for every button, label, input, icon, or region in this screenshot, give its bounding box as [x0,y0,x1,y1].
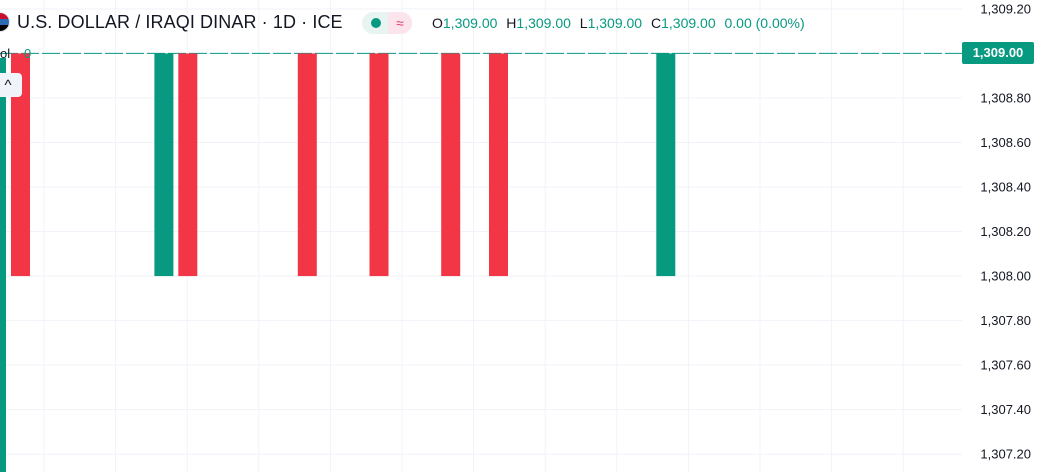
price-axis-tick-label: 1,309.20 [980,1,1031,16]
open-value: 1,309.00 [442,15,498,31]
chevron-up-icon: ^ [4,77,12,94]
candle-up [154,53,174,277]
left-volume-bar [0,58,6,472]
candle-down [297,53,317,277]
low-label: L [579,15,588,31]
candle-down [178,53,198,277]
high-label: H [506,15,517,31]
symbol-title[interactable]: U.S. DOLLAR / IRAQI DINAR · 1D · ICE [17,12,343,32]
current-price-badge: 1,309.00 [962,42,1034,65]
price-axis-tick-label: 1,308.60 [980,135,1031,150]
candle-down [441,53,461,277]
price-axis[interactable]: 1,309.201,309.001,308.801,308.601,308.40… [980,1,1031,461]
low-value: 1,309.00 [587,15,643,31]
delayed-data-icon: ≈ [388,12,412,34]
candle-up [656,53,676,277]
price-axis-tick-label: 1,307.60 [980,358,1031,373]
open-label: O [432,15,443,31]
candles [11,53,676,277]
market-status-pill[interactable]: ≈ [362,12,412,34]
price-axis-tick-label: 1,308.80 [980,90,1031,105]
close-value: 1,309.00 [661,15,716,31]
volume-label: ol [0,46,11,61]
price-axis-tick-label: 1,307.20 [980,447,1031,462]
close-label: C [650,15,662,31]
chart-legend: U.S. DOLLAR / IRAQI DINAR · 1D · ICE ≈ O… [0,0,960,97]
candle-down [369,53,389,277]
candle-down [11,53,30,277]
price-axis-tick-label: 1,307.80 [980,313,1031,328]
price-axis-tick-label: 1,307.40 [980,402,1031,417]
price-axis-tick-label: 1,308.20 [980,224,1031,239]
us-flag-icon [0,13,9,31]
candle-down [489,53,508,277]
high-value: 1,309.00 [516,15,571,31]
change-value: 0.00 (0.00%) [724,15,805,31]
price-axis-tick-label: 1,308.00 [980,269,1031,284]
grid-lines [0,0,962,472]
market-status-dot-icon [371,18,381,28]
collapse-legend-button[interactable]: ^ [0,73,22,97]
price-axis-tick-label: 1,308.40 [980,180,1031,195]
ohlc-values: O1,309.00 H1,309.00 L1,309.00 C1,309.00 … [432,15,805,31]
volume-value: 0 [24,46,32,61]
